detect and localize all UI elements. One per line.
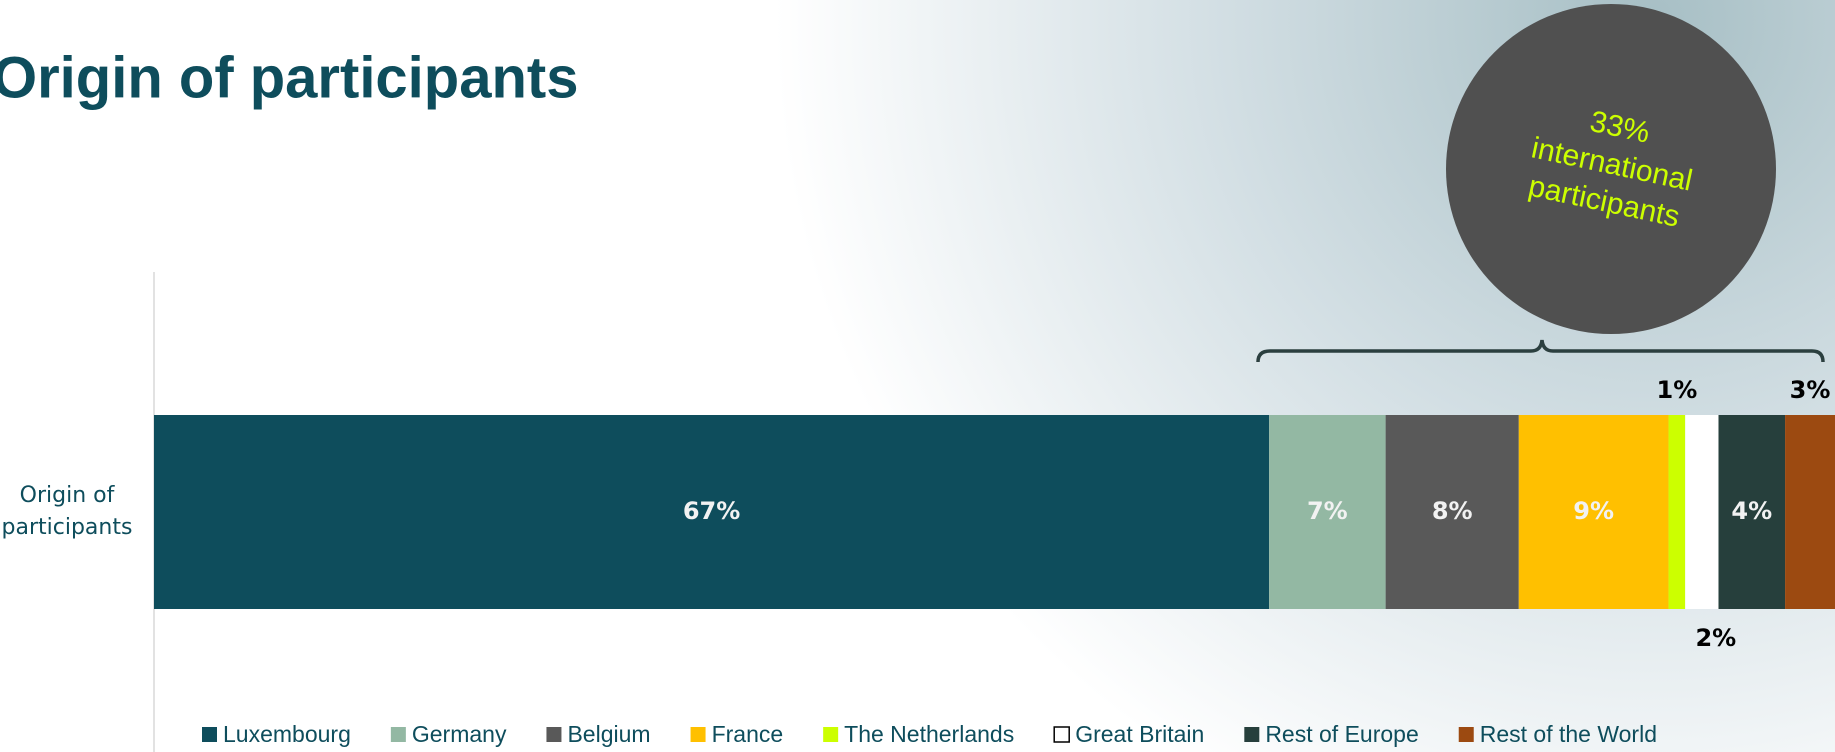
- bar-segment: [1668, 415, 1686, 609]
- legend-swatch: [690, 727, 706, 742]
- legend-swatch: [1244, 727, 1260, 742]
- legend-swatch: [823, 727, 839, 742]
- bar-segment: [1785, 415, 1835, 609]
- legend-label: Great Britain: [1075, 721, 1204, 747]
- legend-label: France: [712, 721, 784, 747]
- data-label: 2%: [1695, 624, 1736, 652]
- bar-segment: [1718, 415, 1786, 609]
- annotation-circle: [1446, 4, 1776, 334]
- legend-label: Germany: [412, 721, 507, 747]
- legend-label: Luxembourg: [223, 721, 351, 747]
- legend-swatch: [390, 727, 406, 742]
- bar-segment: [1518, 415, 1669, 609]
- bar-segment: [154, 415, 1270, 609]
- bar-segment: [1269, 415, 1386, 609]
- y-tick-label: Origin of participants: [2, 483, 133, 540]
- legend-swatch: [1053, 726, 1070, 743]
- data-label: 3%: [1790, 376, 1831, 404]
- bar-segment: [1685, 415, 1719, 609]
- legend-label: Rest of Europe: [1265, 721, 1418, 747]
- data-label: 4%: [1731, 497, 1772, 525]
- legend-swatch: [202, 727, 217, 742]
- chart-title: Origin of participants: [0, 45, 579, 110]
- legend-label: Rest of the World: [1480, 721, 1657, 747]
- legend-label: Belgium: [567, 721, 650, 747]
- data-label: 9%: [1573, 497, 1614, 525]
- bar-segment: [1385, 415, 1519, 609]
- y-tick-label-line: participants: [2, 515, 133, 540]
- legend-swatch: [546, 727, 562, 742]
- data-label: 67%: [683, 497, 740, 525]
- brace: [1256, 339, 1825, 363]
- data-label: 1%: [1657, 376, 1698, 404]
- data-label: 7%: [1307, 497, 1348, 525]
- y-tick-label-line: Origin of: [20, 483, 116, 508]
- data-label: 8%: [1432, 497, 1473, 525]
- legend-label: The Netherlands: [844, 721, 1014, 747]
- legend-swatch: [1458, 727, 1474, 742]
